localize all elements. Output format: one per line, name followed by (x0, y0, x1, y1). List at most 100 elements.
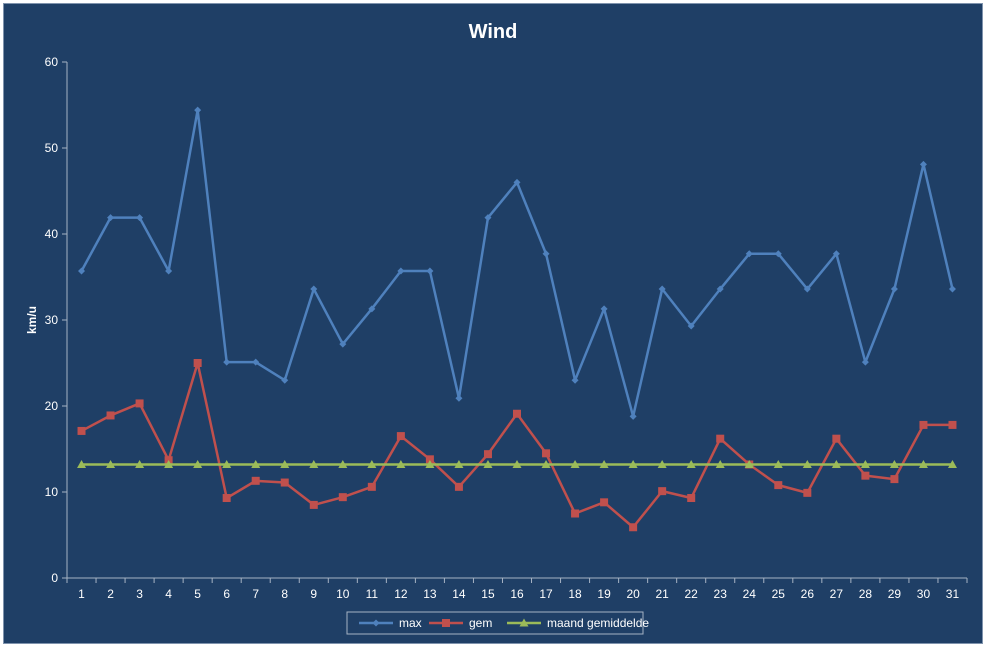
x-tick-label: 10 (336, 587, 350, 601)
data-point-max (716, 285, 724, 293)
series-line-max (80, 108, 954, 418)
data-point-gem (193, 359, 202, 367)
y-tick-label: 60 (45, 55, 59, 69)
x-tick-label: 3 (136, 587, 143, 601)
data-point-max (890, 285, 898, 293)
data-point-gem (774, 481, 783, 490)
data-point-max (484, 214, 492, 222)
x-tick-label: 5 (194, 587, 201, 601)
series-maand-gemiddelde (77, 459, 957, 468)
data-point-max (455, 394, 463, 402)
data-point-maand-gemiddelde (77, 459, 87, 468)
legend-marker-max (372, 619, 380, 627)
data-point-max (426, 267, 434, 275)
data-point-gem (890, 475, 899, 484)
data-point-max (252, 358, 260, 366)
x-tick-label: 12 (394, 587, 408, 601)
data-point-maand-gemiddelde (367, 459, 377, 468)
data-point-maand-gemiddelde (106, 459, 116, 468)
data-point-gem (135, 399, 144, 408)
data-point-max (78, 267, 86, 275)
data-point-maand-gemiddelde (222, 459, 232, 468)
legend-label-max: max (399, 616, 422, 630)
y-tick-label: 20 (45, 399, 59, 413)
data-point-maand-gemiddelde (831, 459, 841, 468)
data-point-max (165, 267, 173, 275)
legend: max gem maand gemiddelde (346, 611, 649, 635)
data-point-max (687, 322, 695, 330)
x-tick-label: 21 (655, 587, 669, 601)
data-point-gem (687, 494, 696, 503)
y-tick-label: 50 (45, 141, 59, 155)
data-point-maand-gemiddelde (135, 459, 145, 468)
legend-label-maand-gemiddelde: maand gemiddelde (547, 616, 649, 630)
data-point-max (658, 285, 666, 293)
data-point-gem (716, 434, 725, 443)
x-tick-label: 17 (539, 587, 553, 601)
x-tick-label: 19 (597, 587, 611, 601)
data-point-maand-gemiddelde (889, 459, 899, 468)
x-tick-label: 23 (714, 587, 728, 601)
data-point-max (861, 358, 869, 366)
data-point-max (368, 305, 376, 313)
x-tick-label: 9 (310, 587, 317, 601)
data-point-gem (629, 523, 638, 532)
legend-marker-gem (442, 619, 450, 627)
data-point-gem (309, 500, 318, 509)
y-tick-label: 10 (45, 485, 59, 499)
data-point-maand-gemiddelde (280, 459, 290, 468)
data-point-maand-gemiddelde (541, 459, 551, 468)
data-point-gem (600, 498, 609, 507)
x-tick-label: 6 (223, 587, 230, 601)
data-point-max (107, 214, 115, 222)
data-point-maand-gemiddelde (773, 459, 783, 468)
data-point-maand-gemiddelde (686, 459, 696, 468)
x-tick-label: 14 (452, 587, 466, 601)
y-tick-label: 40 (45, 227, 59, 241)
series-gem (77, 359, 957, 532)
data-point-max (136, 214, 144, 222)
data-point-gem (919, 420, 928, 429)
data-point-gem (367, 482, 376, 491)
y-axis-label: km/u (25, 306, 39, 334)
data-point-gem (77, 426, 86, 435)
data-point-gem (542, 449, 551, 458)
data-point-maand-gemiddelde (512, 459, 522, 468)
data-point-maand-gemiddelde (309, 459, 319, 468)
data-point-maand-gemiddelde (918, 459, 928, 468)
x-tick-label: 30 (917, 587, 931, 601)
data-point-maand-gemiddelde (599, 459, 609, 468)
data-point-gem (280, 478, 289, 487)
data-point-max (281, 376, 289, 384)
data-point-gem (832, 434, 841, 443)
data-point-max (774, 250, 782, 258)
data-point-gem (425, 455, 434, 464)
x-tick-label: 8 (281, 587, 288, 601)
x-tick-label: 24 (743, 587, 757, 601)
x-tick-label: 11 (366, 587, 379, 601)
data-point-gem (454, 482, 463, 491)
series-line-gem (80, 361, 953, 529)
data-point-maand-gemiddelde (657, 459, 667, 468)
data-point-max (600, 305, 608, 313)
data-point-maand-gemiddelde (425, 459, 435, 468)
x-tick-label: 27 (830, 587, 844, 601)
x-tick-label: 2 (107, 587, 114, 601)
series-layer (77, 106, 957, 532)
data-point-maand-gemiddelde (396, 459, 406, 468)
data-point-gem (222, 494, 231, 503)
data-point-maand-gemiddelde (744, 459, 754, 468)
data-point-maand-gemiddelde (483, 459, 493, 468)
data-point-gem (251, 476, 260, 485)
data-point-maand-gemiddelde (947, 459, 957, 468)
x-tick-label: 22 (685, 587, 699, 601)
x-tick-label: 16 (510, 587, 524, 601)
data-point-max (339, 340, 347, 348)
chart-title: Wind (469, 21, 518, 43)
data-point-max (832, 250, 840, 258)
data-point-max (803, 285, 811, 293)
series-max (78, 106, 956, 420)
data-point-gem (338, 493, 347, 502)
